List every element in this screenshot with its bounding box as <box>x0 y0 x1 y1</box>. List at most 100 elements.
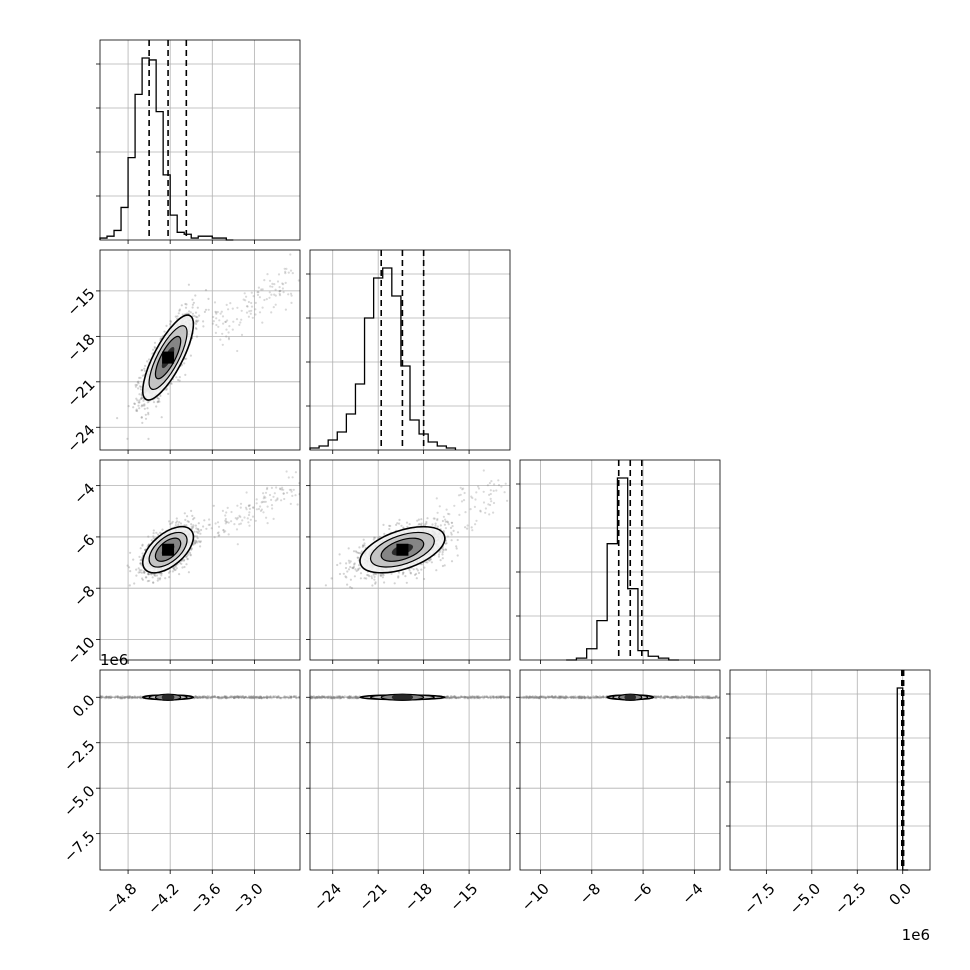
sample-point <box>258 311 262 314</box>
sample-point <box>260 697 263 700</box>
sample-point <box>423 566 426 569</box>
sample-point <box>181 313 184 316</box>
sample-point <box>477 487 481 490</box>
sample-point <box>139 562 142 565</box>
sample-point <box>289 253 292 256</box>
sample-point <box>444 542 447 545</box>
sample-point <box>194 327 197 330</box>
sample-point <box>156 579 159 582</box>
sample-point <box>178 573 181 576</box>
sample-point <box>434 522 437 525</box>
sample-point <box>251 506 255 509</box>
sample-point <box>147 358 151 361</box>
sample-point <box>358 567 361 570</box>
sample-point <box>231 695 234 698</box>
sample-point <box>276 497 279 500</box>
sample-point <box>445 508 448 511</box>
sample-point <box>270 504 274 507</box>
sample-point <box>189 354 192 357</box>
sample-point <box>221 315 225 318</box>
sample-point <box>239 695 243 699</box>
sample-point <box>248 696 251 699</box>
sample-point <box>225 520 228 523</box>
sample-point <box>393 582 396 585</box>
sample-point <box>214 522 217 525</box>
sample-point <box>141 544 144 547</box>
sample-point <box>189 554 192 557</box>
sample-point <box>279 696 282 700</box>
sample-point <box>141 374 144 377</box>
sample-point <box>406 525 409 528</box>
sample-point <box>446 512 450 515</box>
sample-point <box>417 518 420 521</box>
sample-point <box>237 696 240 699</box>
sample-point <box>156 397 159 400</box>
sample-point <box>254 519 257 522</box>
sample-point <box>255 508 258 511</box>
sample-point <box>227 533 230 536</box>
sample-point <box>282 492 285 495</box>
sample-point <box>239 506 242 509</box>
sample-point <box>216 696 219 699</box>
sample-point <box>264 696 267 699</box>
sample-point <box>108 695 111 699</box>
sample-point <box>273 293 276 296</box>
sample-point <box>297 696 300 699</box>
sample-point <box>153 341 157 344</box>
sample-point <box>398 518 401 522</box>
sample-point <box>137 695 140 698</box>
sample-point <box>257 291 260 294</box>
sample-point <box>147 413 150 416</box>
sample-point <box>150 573 153 576</box>
sample-point <box>217 697 220 700</box>
sample-point <box>193 535 196 538</box>
sample-point <box>137 696 140 699</box>
sample-point <box>230 520 233 523</box>
sample-point <box>270 697 273 700</box>
sample-point <box>205 697 208 700</box>
sample-point <box>445 548 448 551</box>
sample-point <box>174 565 177 568</box>
sample-point <box>196 695 199 699</box>
sample-point <box>471 496 474 500</box>
sample-point <box>500 485 503 488</box>
sample-point <box>138 401 141 404</box>
sample-point <box>223 695 226 698</box>
sample-point <box>169 382 172 385</box>
sample-point <box>127 696 130 699</box>
sample-point <box>192 524 195 527</box>
sample-point <box>284 272 287 275</box>
sample-point <box>437 553 441 556</box>
sample-point <box>247 315 250 318</box>
sample-point <box>104 697 107 700</box>
sample-point <box>345 562 348 565</box>
sample-point <box>482 490 485 493</box>
sample-point <box>355 551 358 554</box>
sample-point <box>238 696 241 699</box>
sample-point <box>152 348 155 351</box>
sample-point <box>283 267 286 270</box>
sample-point <box>206 695 209 698</box>
sample-point <box>192 301 195 304</box>
sample-point <box>245 305 249 308</box>
sample-point <box>217 531 220 534</box>
sample-point <box>153 345 156 349</box>
sample-point <box>185 563 188 566</box>
sample-point <box>246 696 249 700</box>
sample-point <box>194 695 197 698</box>
sample-point <box>263 298 266 302</box>
sample-point <box>180 304 183 307</box>
sample-point <box>199 532 202 535</box>
sample-point <box>142 399 145 402</box>
sample-point <box>174 315 177 318</box>
sample-point <box>383 532 386 536</box>
sample-point <box>224 320 227 323</box>
sample-point <box>224 530 227 533</box>
sample-point <box>233 523 236 526</box>
sample-point <box>354 568 357 571</box>
sample-point <box>209 696 213 699</box>
sample-point <box>289 269 293 272</box>
sample-point <box>196 320 199 323</box>
sample-point <box>254 313 257 316</box>
sample-point <box>118 696 121 699</box>
